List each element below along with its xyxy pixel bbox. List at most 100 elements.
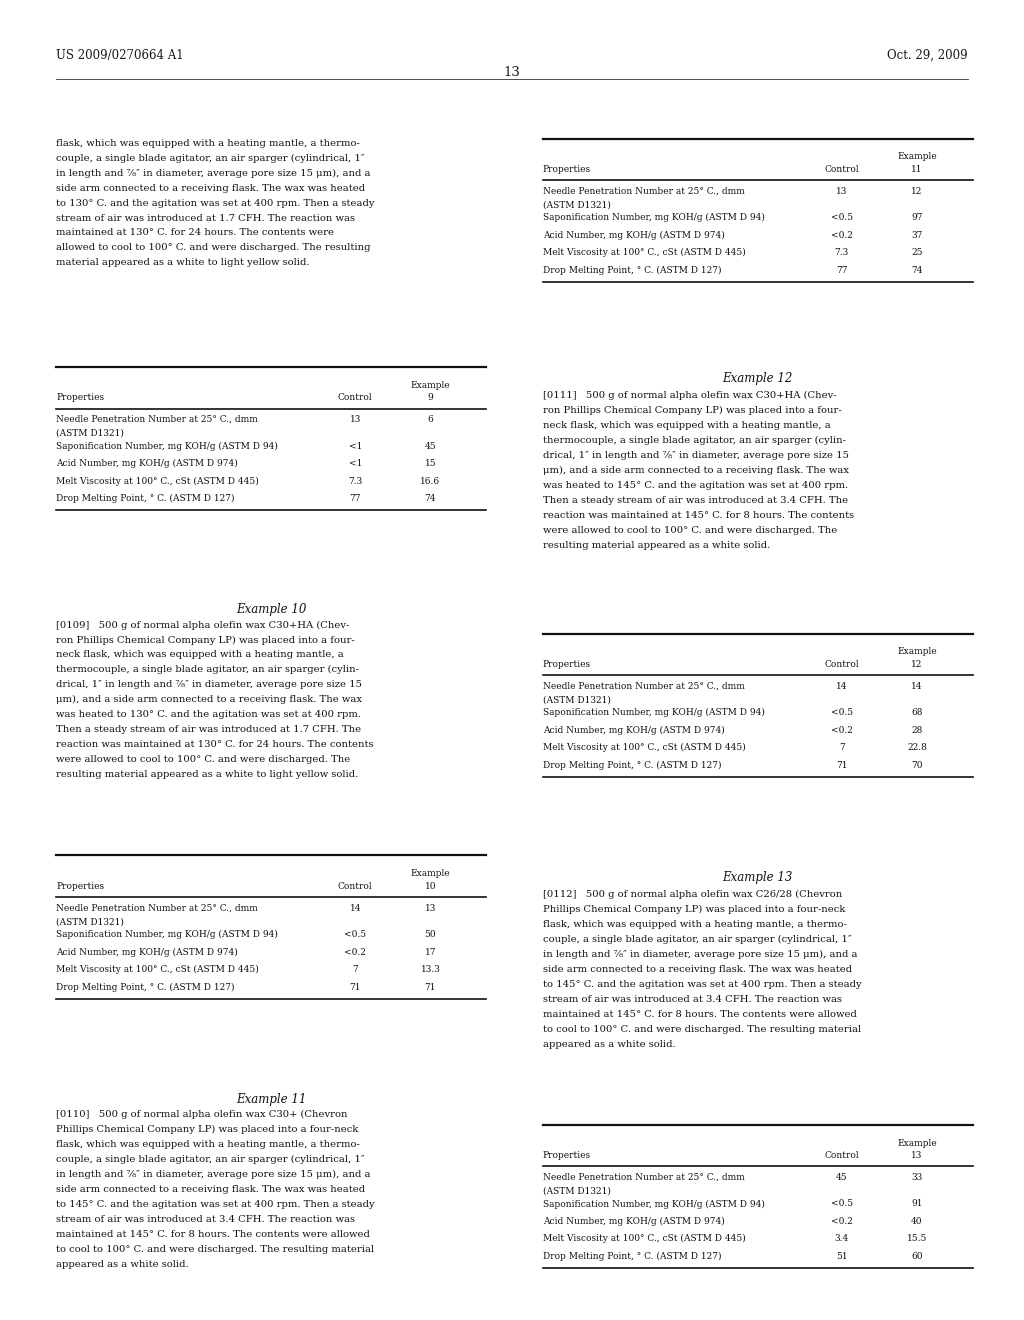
Text: 74: 74 [425, 494, 436, 503]
Text: 16.6: 16.6 [421, 477, 440, 486]
Text: 68: 68 [911, 709, 923, 717]
Text: drical, 1″ in length and ⅞″ in diameter, average pore size 15: drical, 1″ in length and ⅞″ in diameter,… [56, 680, 362, 689]
Text: Properties: Properties [543, 1151, 591, 1160]
Text: 9: 9 [428, 393, 433, 403]
Text: Needle Penetration Number at 25° C., dmm: Needle Penetration Number at 25° C., dmm [56, 904, 258, 912]
Text: 13.3: 13.3 [421, 965, 440, 974]
Text: were allowed to cool to 100° C. and were discharged. The: were allowed to cool to 100° C. and were… [56, 755, 350, 764]
Text: ron Phillips Chemical Company LP) was placed into a four-: ron Phillips Chemical Company LP) was pl… [56, 635, 355, 644]
Text: Oct. 29, 2009: Oct. 29, 2009 [887, 49, 968, 62]
Text: 13: 13 [349, 414, 360, 424]
Text: Example: Example [411, 380, 451, 389]
Text: 77: 77 [836, 265, 848, 275]
Text: Example 11: Example 11 [237, 1093, 306, 1106]
Text: 13: 13 [504, 66, 520, 79]
Text: μm), and a side arm connected to a receiving flask. The wax: μm), and a side arm connected to a recei… [543, 466, 849, 475]
Text: 7.3: 7.3 [348, 477, 362, 486]
Text: Acid Number, mg KOH/g (ASTM D 974): Acid Number, mg KOH/g (ASTM D 974) [543, 231, 724, 240]
Text: neck flask, which was equipped with a heating mantle, a: neck flask, which was equipped with a he… [543, 421, 830, 430]
Text: 40: 40 [911, 1217, 923, 1226]
Text: 25: 25 [911, 248, 923, 257]
Text: to 145° C. and the agitation was set at 400 rpm. Then a steady: to 145° C. and the agitation was set at … [543, 979, 861, 989]
Text: couple, a single blade agitator, an air sparger (cylindrical, 1″: couple, a single blade agitator, an air … [56, 153, 365, 162]
Text: Example: Example [411, 870, 451, 878]
Text: Control: Control [338, 882, 373, 891]
Text: (ASTM D1321): (ASTM D1321) [543, 696, 610, 705]
Text: [0110]   500 g of normal alpha olefin wax C30+ (Chevron: [0110] 500 g of normal alpha olefin wax … [56, 1110, 348, 1119]
Text: to cool to 100° C. and were discharged. The resulting material: to cool to 100° C. and were discharged. … [543, 1024, 861, 1034]
Text: flask, which was equipped with a heating mantle, a thermo-: flask, which was equipped with a heating… [543, 920, 847, 929]
Text: 22.8: 22.8 [907, 743, 927, 752]
Text: stream of air was introduced at 1.7 CFH. The reaction was: stream of air was introduced at 1.7 CFH.… [56, 214, 355, 223]
Text: side arm connected to a receiving flask. The wax was heated: side arm connected to a receiving flask.… [56, 183, 366, 193]
Text: 17: 17 [425, 948, 436, 957]
Text: (ASTM D1321): (ASTM D1321) [56, 429, 124, 438]
Text: thermocouple, a single blade agitator, an air sparger (cylin-: thermocouple, a single blade agitator, a… [543, 436, 846, 445]
Text: side arm connected to a receiving flask. The wax was heated: side arm connected to a receiving flask.… [56, 1185, 366, 1195]
Text: reaction was maintained at 145° C. for 8 hours. The contents: reaction was maintained at 145° C. for 8… [543, 511, 854, 520]
Text: Example: Example [897, 1138, 937, 1147]
Text: 51: 51 [836, 1251, 848, 1261]
Text: 15: 15 [425, 459, 436, 469]
Text: in length and ⅞″ in diameter, average pore size 15 μm), and a: in length and ⅞″ in diameter, average po… [56, 1170, 371, 1179]
Text: Saponification Number, mg KOH/g (ASTM D 94): Saponification Number, mg KOH/g (ASTM D … [56, 931, 279, 940]
Text: <1: <1 [348, 442, 361, 450]
Text: Control: Control [824, 660, 859, 669]
Text: Example 13: Example 13 [723, 871, 793, 884]
Text: to 145° C. and the agitation was set at 400 rpm. Then a steady: to 145° C. and the agitation was set at … [56, 1200, 375, 1209]
Text: resulting material appeared as a white to light yellow solid.: resulting material appeared as a white t… [56, 771, 358, 779]
Text: Phillips Chemical Company LP) was placed into a four-neck: Phillips Chemical Company LP) was placed… [543, 904, 845, 913]
Text: 7: 7 [352, 965, 358, 974]
Text: Then a steady stream of air was introduced at 3.4 CFH. The: Then a steady stream of air was introduc… [543, 495, 848, 504]
Text: flask, which was equipped with a heating mantle, a thermo-: flask, which was equipped with a heating… [56, 1140, 360, 1150]
Text: (ASTM D1321): (ASTM D1321) [543, 1187, 610, 1196]
Text: Melt Viscosity at 100° C., cSt (ASTM D 445): Melt Viscosity at 100° C., cSt (ASTM D 4… [543, 248, 745, 257]
Text: 14: 14 [349, 904, 361, 912]
Text: Drop Melting Point, ° C. (ASTM D 127): Drop Melting Point, ° C. (ASTM D 127) [56, 982, 234, 991]
Text: <0.5: <0.5 [830, 214, 853, 222]
Text: [0109]   500 g of normal alpha olefin wax C30+HA (Chev-: [0109] 500 g of normal alpha olefin wax … [56, 620, 349, 630]
Text: maintained at 145° C. for 8 hours. The contents were allowed: maintained at 145° C. for 8 hours. The c… [56, 1230, 371, 1239]
Text: drical, 1″ in length and ⅞″ in diameter, average pore size 15: drical, 1″ in length and ⅞″ in diameter,… [543, 450, 849, 459]
Text: 77: 77 [349, 494, 361, 503]
Text: US 2009/0270664 A1: US 2009/0270664 A1 [56, 49, 184, 62]
Text: Properties: Properties [543, 165, 591, 174]
Text: 91: 91 [911, 1200, 923, 1208]
Text: Control: Control [824, 165, 859, 174]
Text: appeared as a white solid.: appeared as a white solid. [56, 1259, 189, 1269]
Text: Acid Number, mg KOH/g (ASTM D 974): Acid Number, mg KOH/g (ASTM D 974) [56, 948, 238, 957]
Text: Drop Melting Point, ° C. (ASTM D 127): Drop Melting Point, ° C. (ASTM D 127) [543, 265, 721, 275]
Text: 13: 13 [836, 186, 847, 195]
Text: <0.5: <0.5 [830, 1200, 853, 1208]
Text: maintained at 145° C. for 8 hours. The contents were allowed: maintained at 145° C. for 8 hours. The c… [543, 1010, 857, 1019]
Text: Melt Viscosity at 100° C., cSt (ASTM D 445): Melt Viscosity at 100° C., cSt (ASTM D 4… [56, 965, 259, 974]
Text: Needle Penetration Number at 25° C., dmm: Needle Penetration Number at 25° C., dmm [543, 681, 744, 690]
Text: flask, which was equipped with a heating mantle, a thermo-: flask, which was equipped with a heating… [56, 139, 360, 148]
Text: Properties: Properties [543, 660, 591, 669]
Text: was heated to 145° C. and the agitation was set at 400 rpm.: was heated to 145° C. and the agitation … [543, 480, 848, 490]
Text: 3.4: 3.4 [835, 1234, 849, 1243]
Text: 12: 12 [911, 186, 923, 195]
Text: thermocouple, a single blade agitator, an air sparger (cylin-: thermocouple, a single blade agitator, a… [56, 665, 359, 675]
Text: Control: Control [824, 1151, 859, 1160]
Text: side arm connected to a receiving flask. The wax was heated: side arm connected to a receiving flask.… [543, 965, 852, 974]
Text: were allowed to cool to 100° C. and were discharged. The: were allowed to cool to 100° C. and were… [543, 525, 837, 535]
Text: stream of air was introduced at 3.4 CFH. The reaction was: stream of air was introduced at 3.4 CFH.… [56, 1214, 355, 1224]
Text: Control: Control [338, 393, 373, 403]
Text: 71: 71 [349, 982, 361, 991]
Text: 60: 60 [911, 1251, 923, 1261]
Text: stream of air was introduced at 3.4 CFH. The reaction was: stream of air was introduced at 3.4 CFH.… [543, 994, 842, 1003]
Text: Melt Viscosity at 100° C., cSt (ASTM D 445): Melt Viscosity at 100° C., cSt (ASTM D 4… [543, 743, 745, 752]
Text: <0.5: <0.5 [830, 709, 853, 717]
Text: Saponification Number, mg KOH/g (ASTM D 94): Saponification Number, mg KOH/g (ASTM D … [543, 1200, 765, 1209]
Text: 71: 71 [425, 982, 436, 991]
Text: (ASTM D1321): (ASTM D1321) [543, 201, 610, 210]
Text: 11: 11 [911, 165, 923, 174]
Text: to cool to 100° C. and were discharged. The resulting material: to cool to 100° C. and were discharged. … [56, 1245, 375, 1254]
Text: Melt Viscosity at 100° C., cSt (ASTM D 445): Melt Viscosity at 100° C., cSt (ASTM D 4… [56, 477, 259, 486]
Text: resulting material appeared as a white solid.: resulting material appeared as a white s… [543, 540, 770, 549]
Text: 13: 13 [911, 1151, 923, 1160]
Text: <0.2: <0.2 [830, 1217, 853, 1226]
Text: maintained at 130° C. for 24 hours. The contents were: maintained at 130° C. for 24 hours. The … [56, 228, 334, 238]
Text: 74: 74 [911, 265, 923, 275]
